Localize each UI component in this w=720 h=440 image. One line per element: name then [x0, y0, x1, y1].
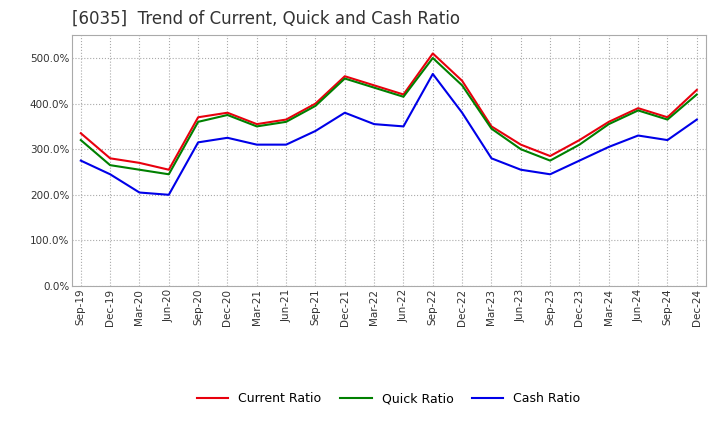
Cash Ratio [253, 142, 261, 147]
Cash Ratio [223, 135, 232, 140]
Cash Ratio [663, 137, 672, 143]
Current Ratio [194, 115, 202, 120]
Line: Cash Ratio: Cash Ratio [81, 74, 697, 195]
Cash Ratio [487, 156, 496, 161]
Quick Ratio [663, 117, 672, 122]
Quick Ratio [311, 103, 320, 109]
Current Ratio [311, 101, 320, 106]
Quick Ratio [341, 76, 349, 81]
Quick Ratio [370, 85, 379, 90]
Text: [6035]  Trend of Current, Quick and Cash Ratio: [6035] Trend of Current, Quick and Cash … [72, 10, 460, 28]
Quick Ratio [487, 126, 496, 131]
Cash Ratio [428, 71, 437, 77]
Line: Quick Ratio: Quick Ratio [81, 58, 697, 174]
Quick Ratio [106, 162, 114, 168]
Quick Ratio [575, 142, 584, 147]
Current Ratio [135, 160, 144, 165]
Current Ratio [546, 154, 554, 159]
Current Ratio [487, 124, 496, 129]
Current Ratio [605, 119, 613, 125]
Cash Ratio [516, 167, 525, 172]
Cash Ratio [106, 172, 114, 177]
Current Ratio [76, 131, 85, 136]
Cash Ratio [341, 110, 349, 115]
Current Ratio [399, 92, 408, 97]
Quick Ratio [693, 92, 701, 97]
Quick Ratio [546, 158, 554, 163]
Current Ratio [282, 117, 290, 122]
Cash Ratio [693, 117, 701, 122]
Quick Ratio [428, 55, 437, 61]
Current Ratio [223, 110, 232, 115]
Cash Ratio [546, 172, 554, 177]
Cash Ratio [399, 124, 408, 129]
Quick Ratio [253, 124, 261, 129]
Current Ratio [341, 73, 349, 79]
Current Ratio [663, 115, 672, 120]
Current Ratio [575, 137, 584, 143]
Quick Ratio [634, 108, 642, 113]
Current Ratio [253, 121, 261, 127]
Cash Ratio [282, 142, 290, 147]
Quick Ratio [194, 119, 202, 125]
Current Ratio [106, 156, 114, 161]
Cash Ratio [135, 190, 144, 195]
Quick Ratio [458, 83, 467, 88]
Legend: Current Ratio, Quick Ratio, Cash Ratio: Current Ratio, Quick Ratio, Cash Ratio [192, 387, 585, 410]
Cash Ratio [605, 144, 613, 150]
Current Ratio [428, 51, 437, 56]
Current Ratio [164, 167, 173, 172]
Cash Ratio [634, 133, 642, 138]
Cash Ratio [311, 128, 320, 134]
Cash Ratio [194, 140, 202, 145]
Quick Ratio [223, 112, 232, 117]
Current Ratio [634, 106, 642, 111]
Current Ratio [693, 87, 701, 92]
Line: Current Ratio: Current Ratio [81, 53, 697, 170]
Cash Ratio [370, 121, 379, 127]
Quick Ratio [605, 121, 613, 127]
Quick Ratio [164, 172, 173, 177]
Current Ratio [516, 142, 525, 147]
Cash Ratio [458, 110, 467, 115]
Quick Ratio [399, 94, 408, 99]
Cash Ratio [575, 158, 584, 163]
Quick Ratio [516, 147, 525, 152]
Quick Ratio [135, 167, 144, 172]
Quick Ratio [76, 137, 85, 143]
Cash Ratio [76, 158, 85, 163]
Cash Ratio [164, 192, 173, 198]
Current Ratio [458, 78, 467, 84]
Quick Ratio [282, 119, 290, 125]
Current Ratio [370, 83, 379, 88]
